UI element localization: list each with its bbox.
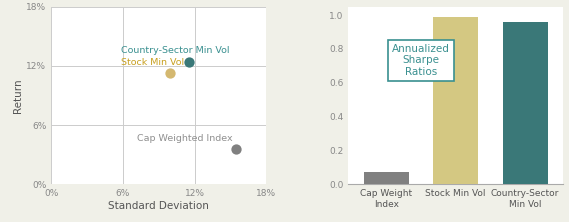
Point (232, 147, 241, 151)
Text: Stock Min Vol: Stock Min Vol (121, 58, 184, 67)
X-axis label: Standard Deviation: Standard Deviation (108, 201, 209, 211)
Point (165, 71, 174, 75)
Point (184, 60, 193, 64)
Text: Annualized
Sharpe
Ratios: Annualized Sharpe Ratios (392, 44, 450, 77)
Bar (433, 17, 479, 184)
Text: Country-Sector Min Vol: Country-Sector Min Vol (121, 46, 229, 55)
Y-axis label: Return: Return (14, 78, 23, 113)
Text: Cap Weighted Index: Cap Weighted Index (137, 134, 233, 143)
Bar (364, 172, 409, 184)
Bar (502, 22, 548, 184)
